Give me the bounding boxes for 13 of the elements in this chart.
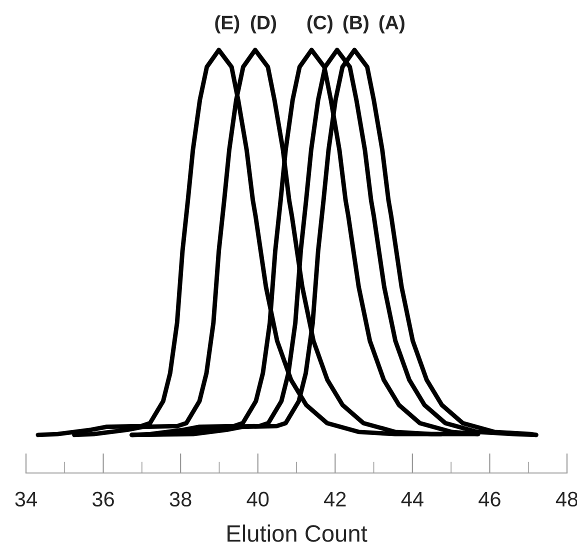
x-axis-title: Elution Count [228,524,368,542]
x-tick-label: 40 [246,492,269,507]
x-tick-label: 34 [15,492,37,507]
series-label: (E) [215,15,240,34]
x-tick-label: 36 [92,492,114,507]
series-label: (B) [343,15,368,34]
x-tick-label: 38 [170,492,192,507]
series-label: (A) [379,15,404,34]
series-label: (C) [307,15,332,34]
series-label: (D) [250,15,276,34]
x-tick-label: 42 [324,492,346,506]
x-tick-label: 44 [401,492,424,506]
x-tick-label: 46 [478,492,500,507]
